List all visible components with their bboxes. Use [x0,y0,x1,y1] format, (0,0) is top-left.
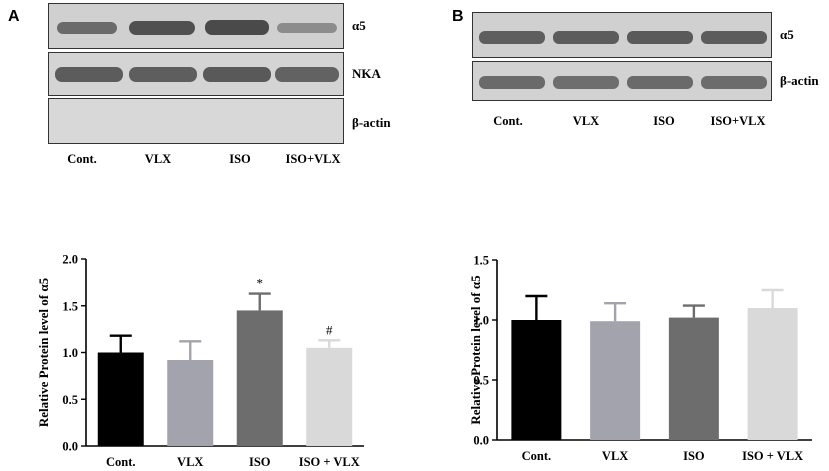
bar [236,310,283,446]
band [701,76,767,89]
y-tick-label: 0.5 [473,374,489,388]
bar [97,352,144,446]
lane-label-b-4: ISO+VLX [710,114,766,128]
panel-letter-b: B [452,8,464,25]
x-tick-label: VLX [602,449,628,463]
y-tick-label: 1.0 [62,346,78,360]
panel-letter-a: A [8,8,20,25]
y-tick-label: 1.5 [62,299,78,313]
significance-marker: # [326,322,333,337]
band-label-beta-actin-a: β-actin [352,115,391,130]
y-tick-label: 0.5 [62,393,78,407]
band [553,76,619,89]
band [627,31,693,44]
band [129,21,195,35]
x-tick-label: ISO [249,455,271,469]
y-axis-label: Relative Protein level of α5 [468,275,483,425]
band [277,23,337,33]
band-label-alpha5-a: α5 [352,18,366,33]
y-tick-label: 2.0 [62,253,78,267]
band [57,22,117,34]
blot-strip-beta-actin-b [472,61,772,101]
band [203,67,271,82]
bar [668,317,719,440]
x-tick-label: ISO [683,449,705,463]
band [553,31,619,44]
x-tick-label: VLX [177,455,203,469]
band-label-nka-a: NKA [352,66,381,81]
y-axis-label: Relative Protein level of α5 [36,277,51,427]
band [479,31,545,44]
x-tick-label: ISO + VLX [742,449,803,463]
y-tick-label: 0.0 [62,440,78,454]
band [275,67,339,82]
blot-strip-beta-actin-a [48,98,344,144]
x-tick-label: ISO + VLX [299,455,360,469]
bar [306,347,353,446]
y-tick-label: 0.0 [473,434,489,448]
bar [167,359,214,446]
lane-label-a-2: VLX [144,152,172,166]
band-label-alpha5-b: α5 [780,27,794,42]
bar [590,321,641,440]
band [129,67,197,82]
bar [511,320,562,440]
lane-label-a-3: ISO [229,152,251,166]
lane-label-a-1: Cont. [67,152,97,166]
blot-strip-alpha5-a [48,3,344,49]
bar [747,308,798,440]
lane-label-b-3: ISO [653,114,675,128]
blot-strip-nka-a [48,52,344,96]
band-label-beta-actin-b: β-actin [780,73,819,88]
y-tick-label: 1.0 [473,314,489,328]
band [479,76,545,89]
lane-label-b-2: VLX [572,114,600,128]
band [627,76,693,89]
y-tick-label: 1.5 [473,254,489,268]
lane-label-a-4: ISO+VLX [285,152,341,166]
lane-label-b-1: Cont. [493,114,523,128]
blot-strip-alpha5-b [472,12,772,58]
band [55,67,123,82]
x-tick-label: Cont. [106,455,136,469]
x-tick-label: Cont. [522,449,552,463]
significance-marker: * [257,276,264,291]
band [701,31,767,44]
band [205,20,269,35]
